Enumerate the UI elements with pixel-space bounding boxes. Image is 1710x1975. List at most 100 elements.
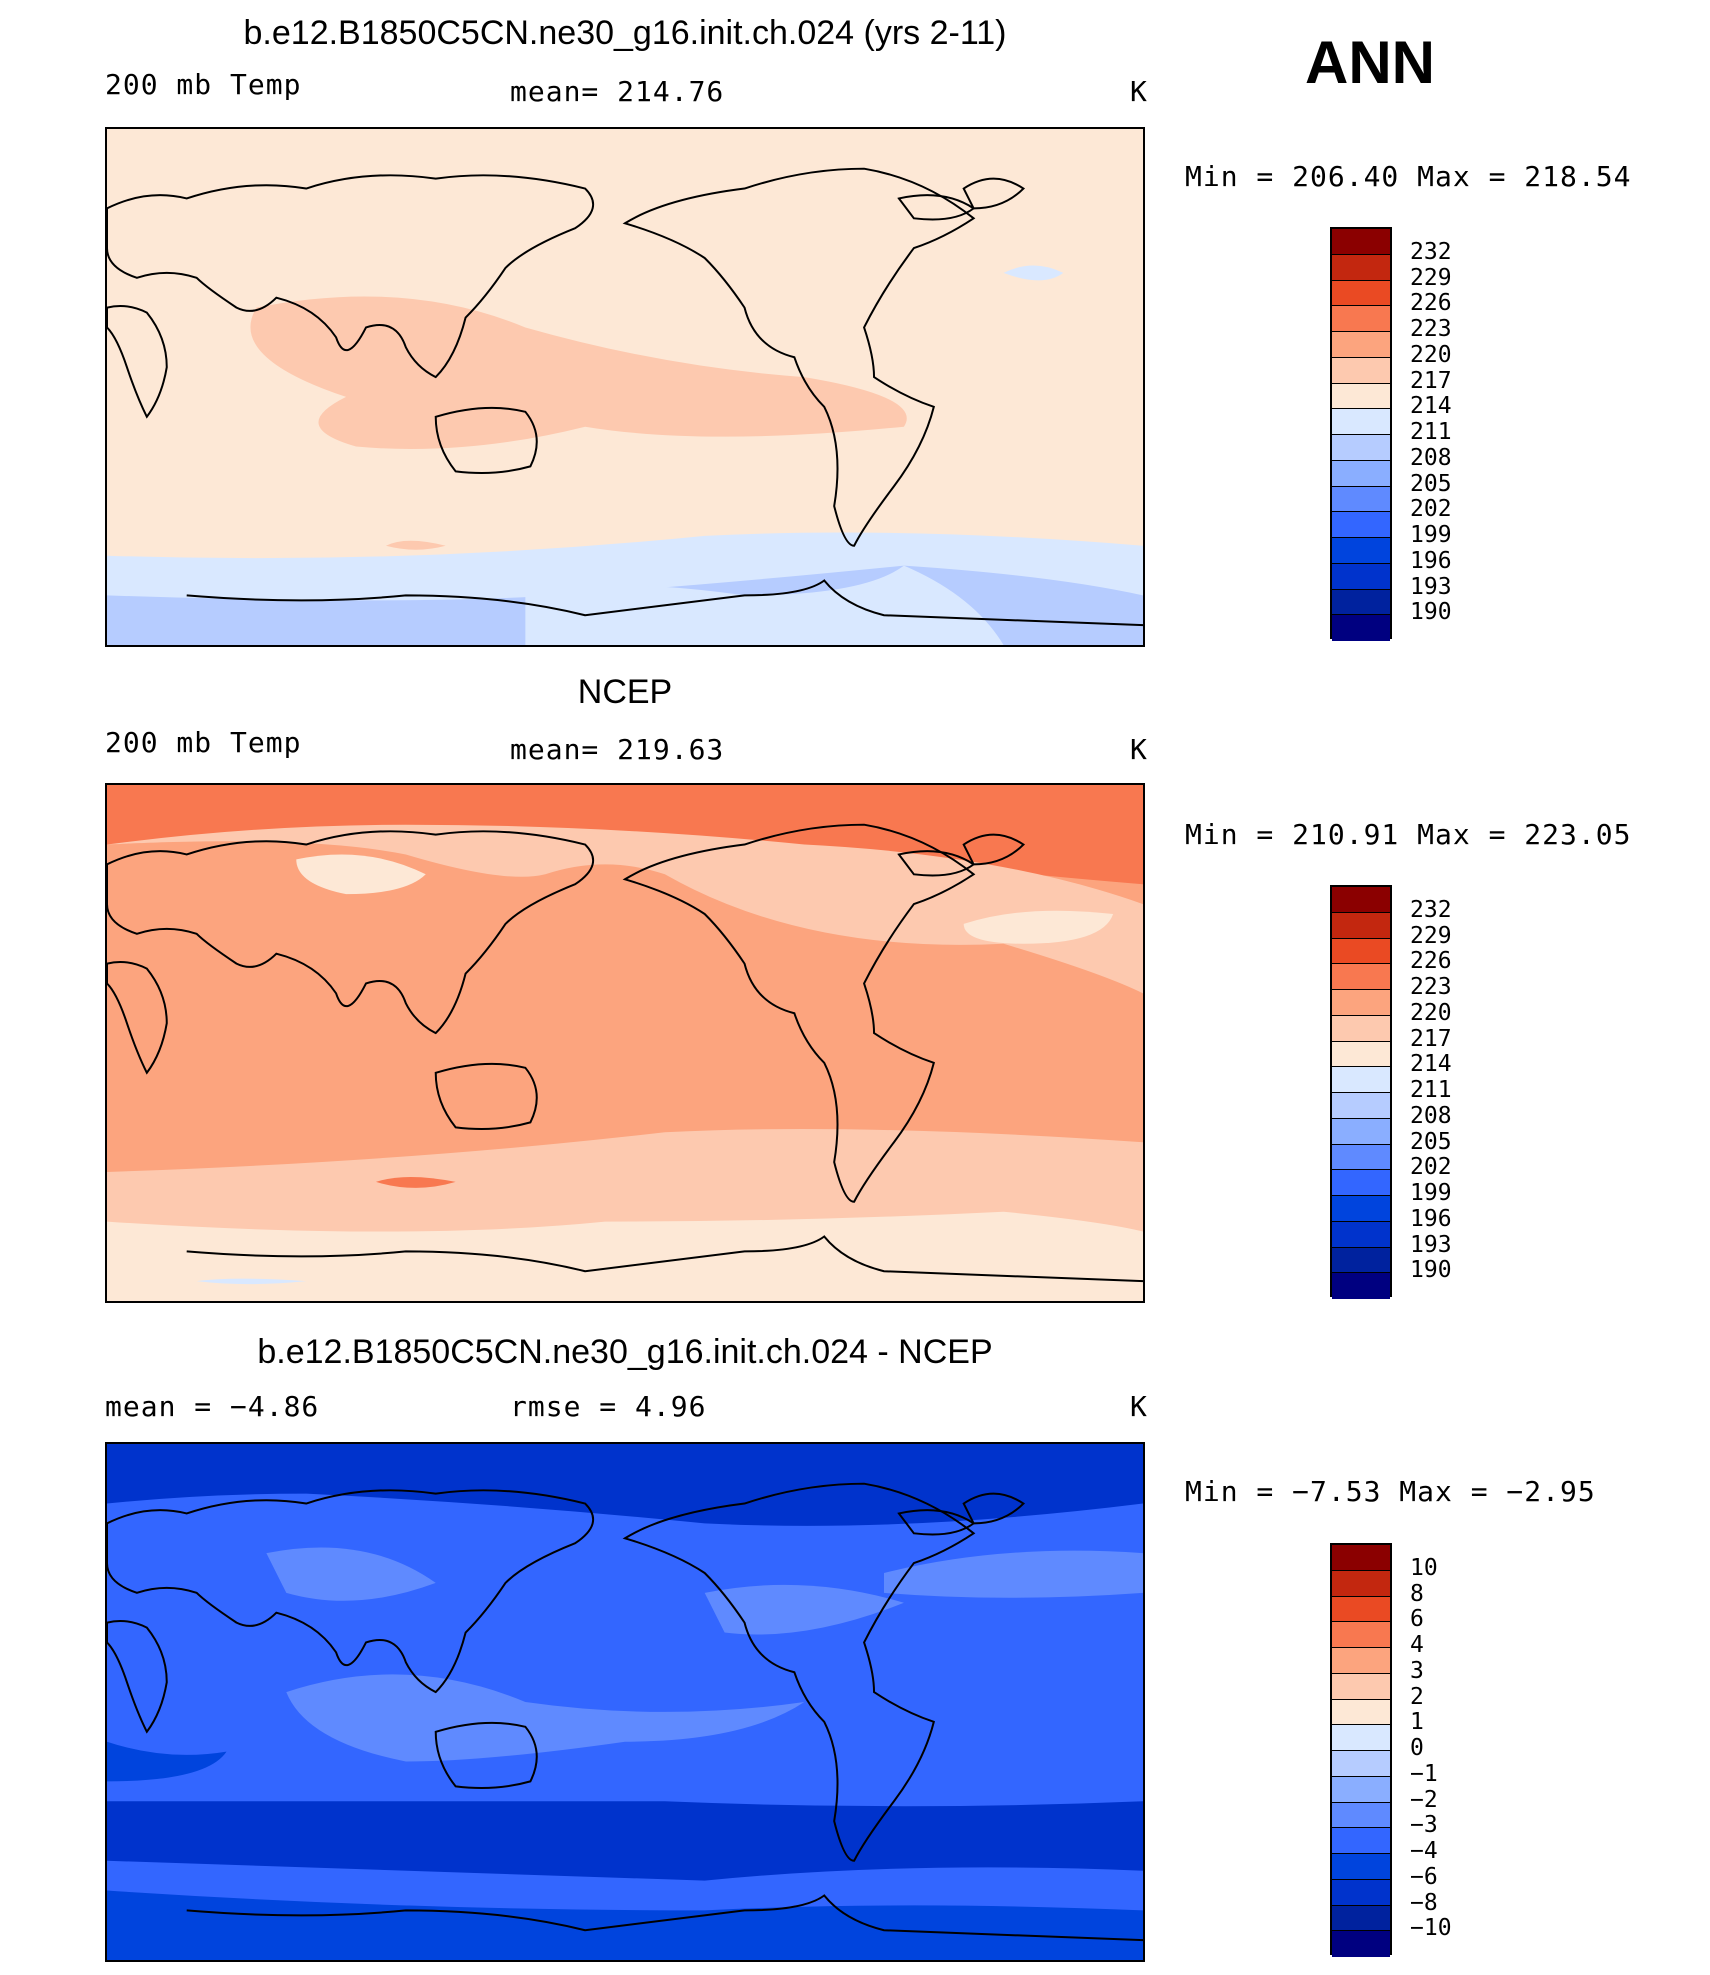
contour-region: [704, 1584, 904, 1635]
coastline: [107, 830, 595, 1035]
colorbar-level-label: −4: [1410, 1838, 1438, 1864]
colorbar-level-label: 196: [1410, 1205, 1452, 1232]
panel-2-variable-label: 200 mb Temp: [105, 726, 302, 759]
colorbar-swatch: [1332, 589, 1390, 616]
panel-3-minmax: Min = −7.53 Max = −2.95: [1185, 1475, 1596, 1508]
colorbar-swatch: [1332, 538, 1390, 564]
colorbar-swatch: [1332, 990, 1390, 1016]
coastline: [434, 1721, 538, 1789]
colorbar-level-label: 208: [1410, 1102, 1452, 1129]
colorbar-level-label: 190: [1410, 599, 1452, 626]
contour-region: [107, 1444, 1143, 1526]
coastline: [962, 1492, 1026, 1525]
colorbar-level-label: 202: [1410, 1154, 1452, 1181]
contour-region: [107, 1741, 227, 1782]
panel-1-title: b.e12.B1850C5CN.ne30_g16.init.ch.024 (yr…: [243, 14, 1007, 52]
colorbar-level-label: 202: [1410, 496, 1452, 523]
panel-3-mean-label: mean = −4.86: [105, 1390, 320, 1423]
contour-region: [1003, 265, 1064, 281]
colorbar-level-label: 199: [1410, 1180, 1452, 1206]
contour-region: [884, 1550, 1143, 1598]
colorbar-level-label: 6: [1410, 1606, 1424, 1633]
colorbar-level-label: 232: [1410, 238, 1452, 265]
colorbar-level-label: −2: [1410, 1786, 1438, 1813]
coastline: [107, 1489, 595, 1694]
colorbar-swatch: [1332, 332, 1390, 358]
colorbar-swatch: [1332, 887, 1390, 913]
colorbar-swatch: [1332, 1093, 1390, 1119]
colorbar-level-label: −8: [1410, 1889, 1438, 1916]
colorbar-level-label: 3: [1410, 1657, 1424, 1684]
coastline: [186, 1894, 1143, 1942]
colorbar-swatch: [1332, 1648, 1390, 1674]
colorbar-swatch: [1332, 1247, 1390, 1274]
contour-region: [107, 1211, 1143, 1301]
colorbar-swatch: [1332, 1622, 1390, 1648]
colorbar-level-label: 232: [1410, 896, 1452, 923]
colorbar-level-label: 229: [1410, 922, 1452, 949]
colorbar-level-label: 211: [1410, 419, 1452, 445]
colorbar-level-label: 193: [1410, 1231, 1452, 1258]
coastline: [434, 1062, 538, 1130]
contour-region: [107, 1801, 1143, 1881]
colorbar-swatch: [1332, 229, 1390, 255]
colorbar-swatch: [1332, 1273, 1390, 1299]
colorbar-swatch: [1332, 460, 1390, 487]
colorbar-swatch: [1332, 1725, 1390, 1751]
colorbar-level-label: 205: [1410, 1128, 1452, 1155]
coastline: [107, 304, 168, 419]
colorbar-level-label: 193: [1410, 573, 1452, 600]
colorbar-level-label: −10: [1410, 1915, 1452, 1942]
colorbar-level-label: 211: [1410, 1077, 1452, 1103]
panel-2-units: K: [1130, 733, 1148, 766]
panel-2-map: [105, 783, 1145, 1303]
colorbar-swatch: [1332, 1854, 1390, 1880]
colorbar-level-label: 1: [1410, 1709, 1424, 1736]
colorbar-level-label: 220: [1410, 999, 1452, 1026]
panel-1-map: [105, 127, 1145, 647]
colorbar-level-label: −1: [1410, 1760, 1438, 1787]
colorbar-swatch: [1332, 1041, 1390, 1068]
colorbar-swatch: [1332, 512, 1390, 538]
colorbar-swatch: [1332, 1545, 1390, 1571]
colorbar-level-label: 2: [1410, 1683, 1424, 1710]
coastline: [622, 823, 976, 1203]
colorbar-swatch: [1332, 1144, 1390, 1171]
colorbar-level-label: 199: [1410, 522, 1452, 548]
colorbar-swatch: [1332, 1170, 1390, 1196]
panel-3-rmse-label: rmse = 4.96: [510, 1390, 707, 1423]
coastline: [622, 167, 976, 547]
colorbar-level-label: 196: [1410, 547, 1452, 574]
colorbar-swatch: [1332, 1751, 1390, 1777]
colorbar-level-label: 223: [1410, 974, 1452, 1000]
contour-region: [286, 1674, 805, 1762]
colorbar-level-label: 190: [1410, 1257, 1452, 1284]
colorbar-swatch: [1332, 1931, 1390, 1957]
colorbar-level-label: 217: [1410, 1025, 1452, 1052]
colorbar-swatch: [1332, 1015, 1390, 1042]
colorbar-swatch: [1332, 1596, 1390, 1623]
colorbar-swatch: [1332, 1196, 1390, 1222]
colorbar-swatch: [1332, 306, 1390, 332]
colorbar-swatch: [1332, 1776, 1390, 1803]
coastline: [962, 833, 1026, 866]
season-label: ANN: [1305, 29, 1435, 96]
panel-3-map: [105, 1442, 1145, 1962]
colorbar-swatch: [1332, 357, 1390, 384]
colorbar-level-label: −6: [1410, 1863, 1438, 1890]
panel-1-units: K: [1130, 75, 1148, 108]
colorbar-swatch: [1332, 280, 1390, 307]
panel-3-units: K: [1130, 1390, 1148, 1423]
colorbar-swatch: [1332, 1221, 1390, 1248]
colorbar-level-label: −3: [1410, 1812, 1438, 1839]
colorbar-level-label: 226: [1410, 290, 1452, 317]
colorbar-swatch: [1332, 1673, 1390, 1700]
colorbar-level-label: 217: [1410, 367, 1452, 394]
contour-region: [525, 565, 1004, 645]
colorbar-level-label: 10: [1410, 1554, 1438, 1581]
colorbar-swatch: [1332, 964, 1390, 990]
colorbar-swatch: [1332, 1570, 1390, 1597]
colorbar-swatch: [1332, 615, 1390, 641]
coastline: [962, 177, 1026, 210]
colorbar-swatch: [1332, 1067, 1390, 1093]
